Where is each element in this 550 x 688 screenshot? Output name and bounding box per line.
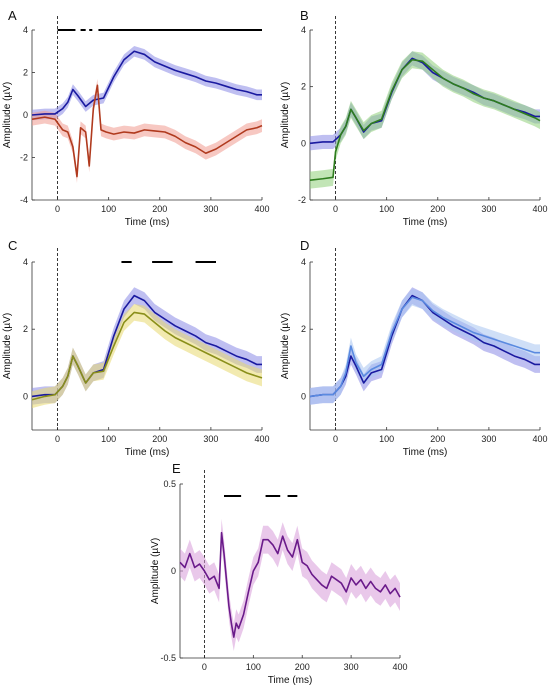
x-tick-label: 100 (101, 204, 116, 214)
y-tick-label: 0.5 (163, 479, 176, 489)
y-tick-label: 2 (23, 324, 28, 334)
series-2-line (309, 296, 540, 398)
y-axis-label: Amplitude (µV) (150, 538, 161, 604)
panel-d: 0 100 200 300 400 0 2 4 Time (ms) Amplitude (µV) D (280, 238, 548, 458)
x-tick-label: 0 (333, 204, 338, 214)
y-tick-label: -4 (20, 195, 28, 205)
panel-b: 0 100 200 300 400 -2 0 2 4 Time (ms) Amplitude (µV… (280, 8, 548, 228)
y-tick-label: 0 (301, 391, 306, 401)
x-tick-label: 0 (55, 204, 60, 214)
y-tick-label: 4 (23, 257, 28, 267)
x-axis-label: Time (ms) (125, 447, 170, 458)
x-tick-label: 200 (152, 204, 167, 214)
panel-e: 0 100 200 300 400 -0.5 0 0.5 Time (ms) Amplitude … (150, 461, 408, 686)
y-tick-label: 4 (301, 257, 306, 267)
series-2-error-band (310, 288, 540, 405)
y-axis-label: Amplitude (µV) (2, 82, 13, 148)
panel-label: E (172, 461, 181, 476)
y-axis-label: Amplitude (µV) (280, 313, 291, 379)
panel-c: 0 100 200 300 400 0 2 4 Time (ms) Amplitude (µV) C (2, 238, 270, 458)
x-tick-label: 300 (481, 434, 496, 444)
x-tick-label: 0 (55, 434, 60, 444)
y-tick-label: -0.5 (160, 653, 176, 663)
x-tick-label: 400 (392, 662, 407, 672)
x-tick-label: 100 (101, 434, 116, 444)
series-2-line (31, 84, 263, 178)
x-tick-label: 400 (532, 204, 547, 214)
y-tick-label: 0 (171, 566, 176, 576)
series-2-line (309, 58, 541, 181)
y-axis-label: Amplitude (µV) (280, 82, 291, 148)
x-axis-label: Time (ms) (403, 447, 448, 458)
series-1-error-band (32, 45, 262, 121)
y-tick-label: 0 (23, 391, 28, 401)
y-tick-label: 0 (301, 138, 306, 148)
series-2-line (31, 311, 263, 401)
panel-label: B (300, 8, 309, 23)
x-axis-label: Time (ms) (125, 217, 170, 228)
series-1-line (179, 531, 401, 638)
panel-a: 0 100 200 300 400 -4 -2 0 2 4 Time (ms) Amplitude (… (2, 8, 270, 228)
x-tick-label: 100 (379, 434, 394, 444)
y-tick-label: 2 (301, 82, 306, 92)
x-tick-label: 100 (246, 662, 261, 672)
y-tick-label: 0 (23, 110, 28, 120)
panel-label: C (8, 238, 17, 253)
x-tick-label: 100 (379, 204, 394, 214)
y-axis-label: Amplitude (µV) (2, 313, 13, 379)
x-tick-label: 200 (152, 434, 167, 444)
series-1-error-band (180, 518, 400, 652)
x-tick-label: 200 (430, 204, 445, 214)
x-tick-label: 400 (254, 204, 269, 214)
y-tick-label: -2 (20, 153, 28, 163)
y-tick-label: 2 (23, 68, 28, 78)
x-tick-label: 400 (532, 434, 547, 444)
y-tick-label: 2 (301, 324, 306, 334)
x-tick-label: 400 (254, 434, 269, 444)
x-tick-label: 200 (430, 434, 445, 444)
x-tick-label: 300 (203, 434, 218, 444)
y-tick-label: 4 (301, 25, 306, 35)
x-axis-label: Time (ms) (268, 675, 313, 686)
x-tick-label: 300 (481, 204, 496, 214)
x-tick-label: 300 (344, 662, 359, 672)
x-tick-label: 300 (203, 204, 218, 214)
x-tick-label: 0 (202, 662, 207, 672)
panel-label: A (8, 8, 17, 23)
y-tick-label: 4 (23, 25, 28, 35)
x-axis-label: Time (ms) (403, 217, 448, 228)
series-1-line (31, 50, 262, 116)
x-tick-label: 200 (295, 662, 310, 672)
panel-label: D (300, 238, 309, 253)
series-2-error-band (32, 304, 262, 409)
x-tick-label: 0 (333, 434, 338, 444)
y-tick-label: -2 (298, 195, 306, 205)
